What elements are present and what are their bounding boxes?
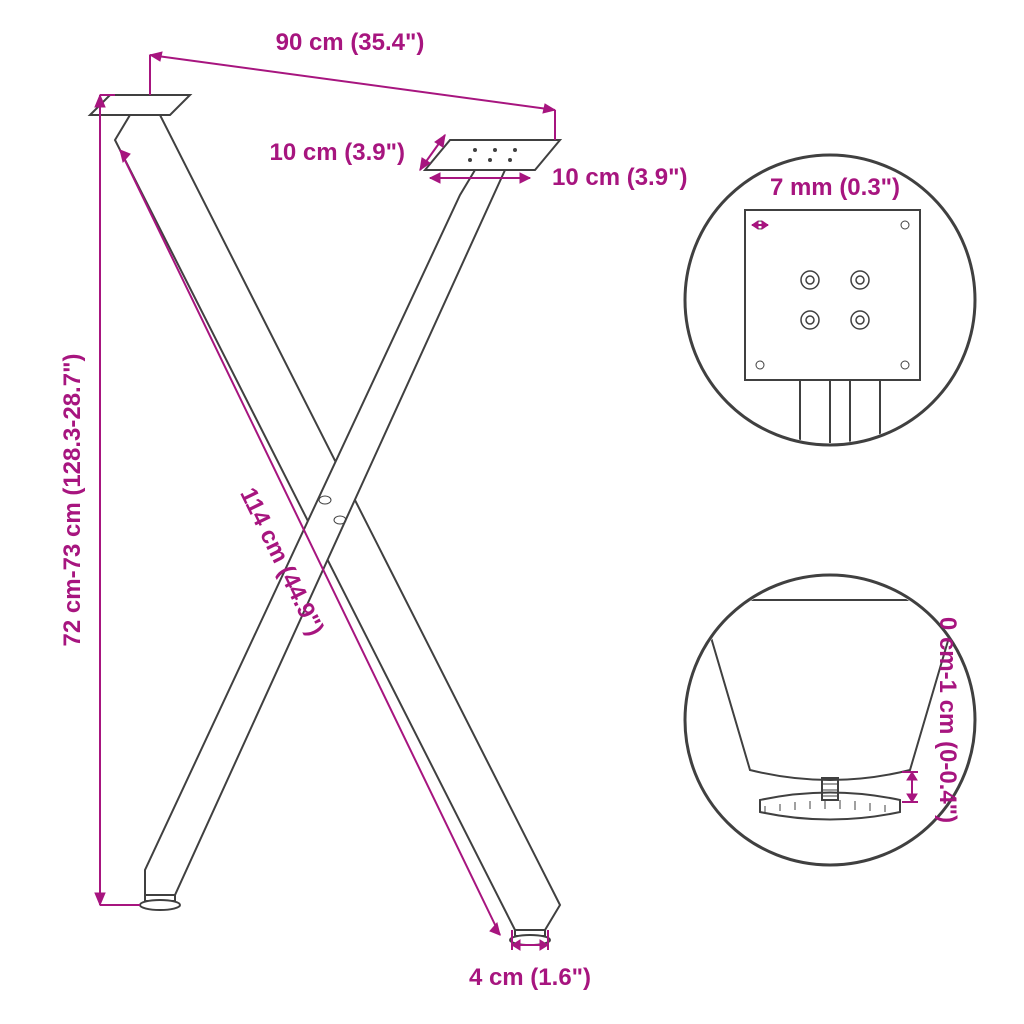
detail-foot: 0 cm-1 cm (0-0.4")	[685, 575, 975, 865]
label-height-left: 72 cm-73 cm (128.3-28.7")	[59, 354, 86, 647]
dim-width-top: 90 cm (35.4")	[150, 29, 555, 140]
label-foot-adjust: 0 cm-1 cm (0-0.4")	[934, 617, 961, 823]
dim-height-left: 72 cm-73 cm (128.3-28.7")	[59, 95, 140, 905]
detail-mounting-plate: 7 mm (0.3")	[685, 155, 975, 445]
dimension-diagram: 90 cm (35.4") 10 cm (3.9") 10 cm (3.9") …	[0, 0, 1024, 1024]
dim-plate-depth: 10 cm (3.9")	[270, 135, 445, 170]
main-figure	[90, 95, 560, 945]
label-plate-width: 10 cm (3.9")	[552, 164, 687, 191]
label-hole-dia: 7 mm (0.3")	[770, 174, 900, 201]
label-bar-thickness: 4 cm (1.6")	[469, 964, 591, 991]
label-plate-depth: 10 cm (3.9")	[270, 139, 405, 166]
label-width-top: 90 cm (35.4")	[276, 29, 425, 56]
